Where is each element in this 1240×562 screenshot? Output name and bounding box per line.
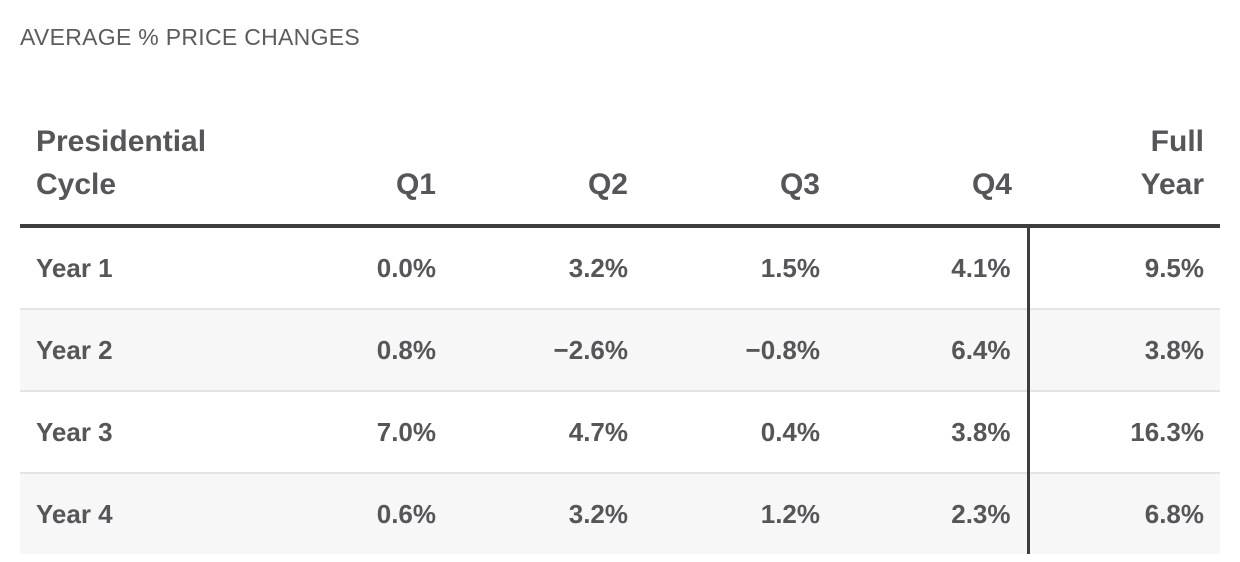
cell-q3: 1.5% xyxy=(760,252,820,283)
header-line: Full xyxy=(1150,125,1204,158)
table-row: Year 3 7.0% 4.7% 0.4% 3.8% 16.3% xyxy=(20,390,1220,473)
cell-q1: 0.0% xyxy=(376,252,436,283)
header-line: Q1 xyxy=(395,168,436,201)
cell-full-year: 9.5% xyxy=(1026,226,1220,309)
cell-q4: 6.4% xyxy=(836,308,1028,391)
header-full-year: Full Year xyxy=(1028,110,1220,228)
cell-q1: 0.8% xyxy=(260,308,452,391)
cell-cycle: Year 3 xyxy=(20,390,260,473)
header-q1: Q1 xyxy=(260,110,452,228)
header-q3: Q3 xyxy=(644,110,836,228)
header-line: Q2 xyxy=(587,168,628,201)
header-presidential-cycle: Presidential Cycle xyxy=(20,110,260,228)
header-line: Q4 xyxy=(971,168,1012,201)
cell-q3: 0.4% xyxy=(644,390,836,473)
table-caption: AVERAGE % PRICE CHANGES xyxy=(20,24,361,50)
cell-q3: 1.2% xyxy=(644,472,836,554)
cell-q4: 2.3% xyxy=(836,472,1028,554)
header-row: Presidential Cycle Q1 Q2 Q3 Q4 Full Year xyxy=(20,110,1220,228)
cell-full-year: 16.3% xyxy=(1026,390,1220,473)
cell-full-year: 6.8% xyxy=(1026,472,1220,554)
cell-cycle: Year 4 xyxy=(20,472,260,554)
cell-q4: 4.1% xyxy=(951,252,1011,283)
cell-q2: 3.2% xyxy=(452,472,644,554)
cell-q2: 4.7% xyxy=(452,390,644,473)
header-line: Presidential xyxy=(36,125,207,158)
cell-cycle: Year 2 xyxy=(20,308,260,391)
header-line: Year xyxy=(1140,168,1204,201)
cell-q3: −0.8% xyxy=(644,308,836,391)
cell-q1: 0.6% xyxy=(260,472,452,554)
table-row: Year 2 0.8% −2.6% −0.8% 6.4% 3.8% xyxy=(20,308,1220,391)
cell-q2: 3.2% xyxy=(568,252,628,283)
header-q2: Q2 xyxy=(452,110,644,228)
cell-cycle: Year 1 xyxy=(36,252,113,283)
table-row: Year 4 0.6% 3.2% 1.2% 2.3% 6.8% xyxy=(20,472,1220,554)
header-line: Q3 xyxy=(779,168,820,201)
cell-q4: 3.8% xyxy=(836,390,1028,473)
header-line: Cycle xyxy=(36,168,117,201)
header-q4: Q4 xyxy=(836,110,1028,228)
cell-full-year: 3.8% xyxy=(1026,308,1220,391)
table-row: Year 1 0.0% 3.2% 1.5% 4.1% 9.5% xyxy=(20,226,1220,309)
cell-q2: −2.6% xyxy=(452,308,644,391)
cell-q1: 7.0% xyxy=(260,390,452,473)
price-change-table: Presidential Cycle Q1 Q2 Q3 Q4 Full Year Y… xyxy=(20,110,1220,554)
